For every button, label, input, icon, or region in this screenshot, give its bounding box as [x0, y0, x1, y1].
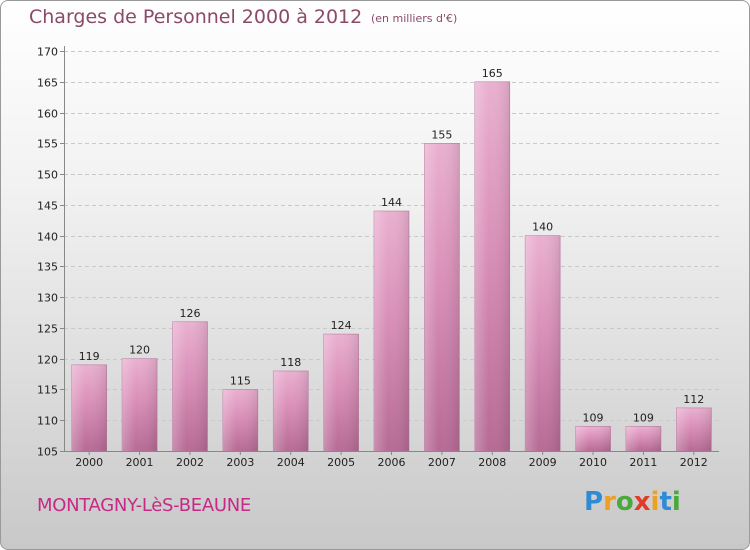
bar-shading: [172, 321, 208, 451]
commune-name: MONTAGNY-LèS-BEAUNE: [37, 495, 251, 516]
logo-letter: i: [650, 487, 660, 517]
bar-value-label: 165: [482, 67, 503, 80]
bar-value-label: 109: [633, 411, 654, 424]
proxiti-logo: Proxiti: [584, 487, 681, 517]
y-tick-label: 145: [37, 200, 58, 213]
x-tick-label: 2011: [629, 456, 657, 469]
x-tick-label: 2009: [529, 456, 557, 469]
bar-value-label: 115: [230, 374, 251, 387]
y-tick-label: 170: [37, 46, 58, 59]
logo-letter: i: [671, 487, 681, 517]
y-tick-label: 135: [37, 261, 58, 274]
logo-letter: x: [633, 487, 651, 517]
y-tick-label: 165: [37, 77, 58, 90]
axes: 1051101151201251301351401451501551601651…: [37, 46, 719, 469]
bar-value-label: 124: [331, 319, 352, 332]
x-tick-label: 2012: [680, 456, 708, 469]
x-tick-label: 2007: [428, 456, 456, 469]
bar-value-label: 126: [179, 307, 200, 320]
bars: [71, 81, 712, 452]
y-tick-label: 115: [37, 384, 58, 397]
x-tick-label: 2002: [176, 456, 204, 469]
logo-letter: t: [659, 487, 672, 517]
y-tick-label: 130: [37, 292, 58, 305]
bar-value-label: 119: [79, 350, 100, 363]
x-tick-label: 2006: [378, 456, 406, 469]
bar-shading: [625, 426, 661, 451]
bar-value-label: 109: [583, 411, 604, 424]
bar-shading: [323, 334, 359, 451]
y-tick-label: 140: [37, 231, 58, 244]
bar-shading: [273, 371, 309, 451]
logo-letter: P: [584, 487, 604, 517]
chart-title: Charges de Personnel 2000 à 2012: [29, 6, 363, 28]
bar-shading: [424, 143, 460, 452]
bar-shading: [122, 358, 158, 451]
chart-subtitle: (en milliers d'€): [371, 12, 458, 25]
x-tick-label: 2005: [327, 456, 355, 469]
logo-letter: o: [615, 487, 634, 517]
data-labels: 119 120 126 115 118 124 144 155 165 140 109 109 112: [79, 67, 705, 425]
bar-value-label: 140: [532, 221, 553, 234]
x-tick-label: 2003: [226, 456, 254, 469]
y-tick-label: 110: [37, 415, 58, 428]
y-tick-label: 160: [37, 108, 58, 121]
bar-shading: [676, 407, 712, 451]
bar-value-label: 118: [280, 356, 301, 369]
bar-value-label: 112: [683, 393, 704, 406]
y-tick-label: 155: [37, 138, 58, 151]
bar-shading: [71, 364, 107, 451]
y-tick-label: 105: [37, 446, 58, 459]
bar-shading: [575, 426, 611, 451]
bar-value-label: 120: [129, 344, 150, 357]
bar-shading: [525, 235, 561, 451]
x-tick-label: 2001: [126, 456, 154, 469]
x-tick-label: 2000: [75, 456, 103, 469]
bar-shading: [474, 81, 510, 452]
x-tick-label: 2008: [478, 456, 506, 469]
x-tick-label: 2004: [277, 456, 305, 469]
y-tick-label: 120: [37, 354, 58, 367]
bar-shading: [222, 389, 258, 451]
bar-shading: [374, 211, 409, 451]
bar-value-label: 155: [431, 128, 452, 141]
logo-letter: r: [603, 487, 616, 517]
y-tick-label: 125: [37, 323, 58, 336]
bar-value-label: 144: [381, 196, 402, 209]
y-tick-label: 150: [37, 169, 58, 182]
x-tick-label: 2010: [579, 456, 607, 469]
